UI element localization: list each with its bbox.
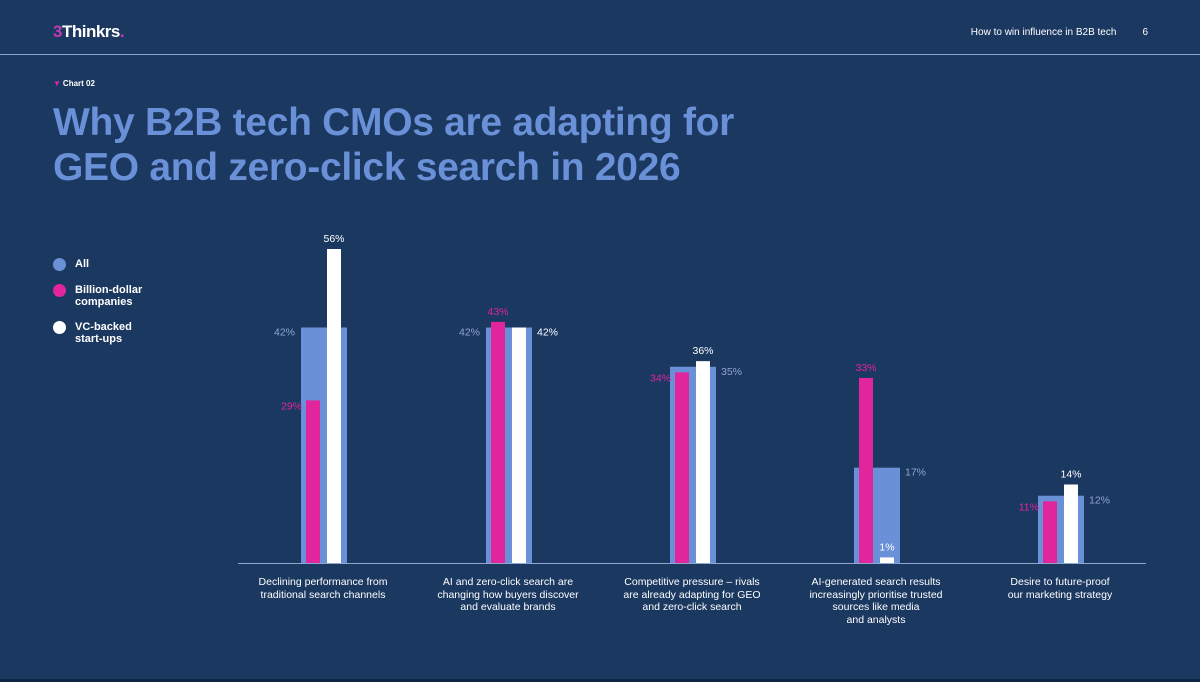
legend-swatch [53,321,66,334]
legend-label: All [75,258,90,270]
bar-billion [859,377,873,563]
data-label: 42% [274,327,295,339]
category-label: AI and zero-click search are changing how… [437,576,579,613]
bar-vc [696,361,710,563]
legend-swatch [53,284,66,297]
legend-item: VC-backed start-ups [53,321,165,345]
data-label: 34% [650,372,671,384]
bar-vc [327,249,341,563]
legend-item: All [53,258,165,271]
legend-swatch [53,258,66,271]
data-label: 42% [537,327,558,339]
data-label: 17% [905,467,926,479]
triangle-down-icon: ▼ [53,79,61,88]
bottom-border [0,679,1200,682]
data-label: 56% [323,233,344,245]
data-label: 29% [281,400,302,412]
bar-billion [491,321,505,563]
page-number: 6 [1142,27,1148,38]
data-label: 33% [855,362,876,374]
doc-title: How to win influence in B2B tech [970,27,1117,38]
header-divider [0,54,1200,55]
legend-item: Billion-dollar companies [53,284,165,308]
bar-vc [880,557,894,563]
data-label: 12% [1089,495,1110,507]
data-label: 36% [692,345,713,357]
legend: All Billion-dollar companies VC-backed start… [53,258,165,358]
data-label: 14% [1060,469,1081,481]
logo: 3Thinkrs. [53,22,125,41]
bar-vc [512,327,526,563]
bar-billion [1043,501,1057,563]
data-label: 42% [459,327,480,339]
category-label: Competitive pressure – rivals are already… [623,576,761,613]
legend-label: Billion-dollar companies [75,284,143,308]
data-label: 35% [721,366,742,378]
category-label: AI-generated search results increasingly … [809,576,943,626]
bar-vc [1064,484,1078,563]
data-label: 11% [1019,501,1039,513]
category-label: Declining performance from traditional se… [258,576,388,601]
chart-label: ▼ Chart 02 [53,79,95,88]
title-line-2: GEO and zero-click search in 2026 [53,146,681,189]
data-label: 43% [487,306,508,318]
title-line-1: Why B2B tech CMOs are adapting for [53,101,735,144]
bar-billion [675,372,689,563]
bar-billion [306,400,320,563]
legend-label: VC-backed start-ups [75,321,132,345]
page-title: Why B2B tech CMOs are adapting for GEO an… [53,100,734,190]
category-label: Desire to future-proof our marketing stra… [1007,576,1113,601]
header-info: How to win influence in B2B tech 6 [971,27,1148,38]
chart-label-text: Chart 02 [62,79,95,88]
data-label: 1% [879,541,894,553]
